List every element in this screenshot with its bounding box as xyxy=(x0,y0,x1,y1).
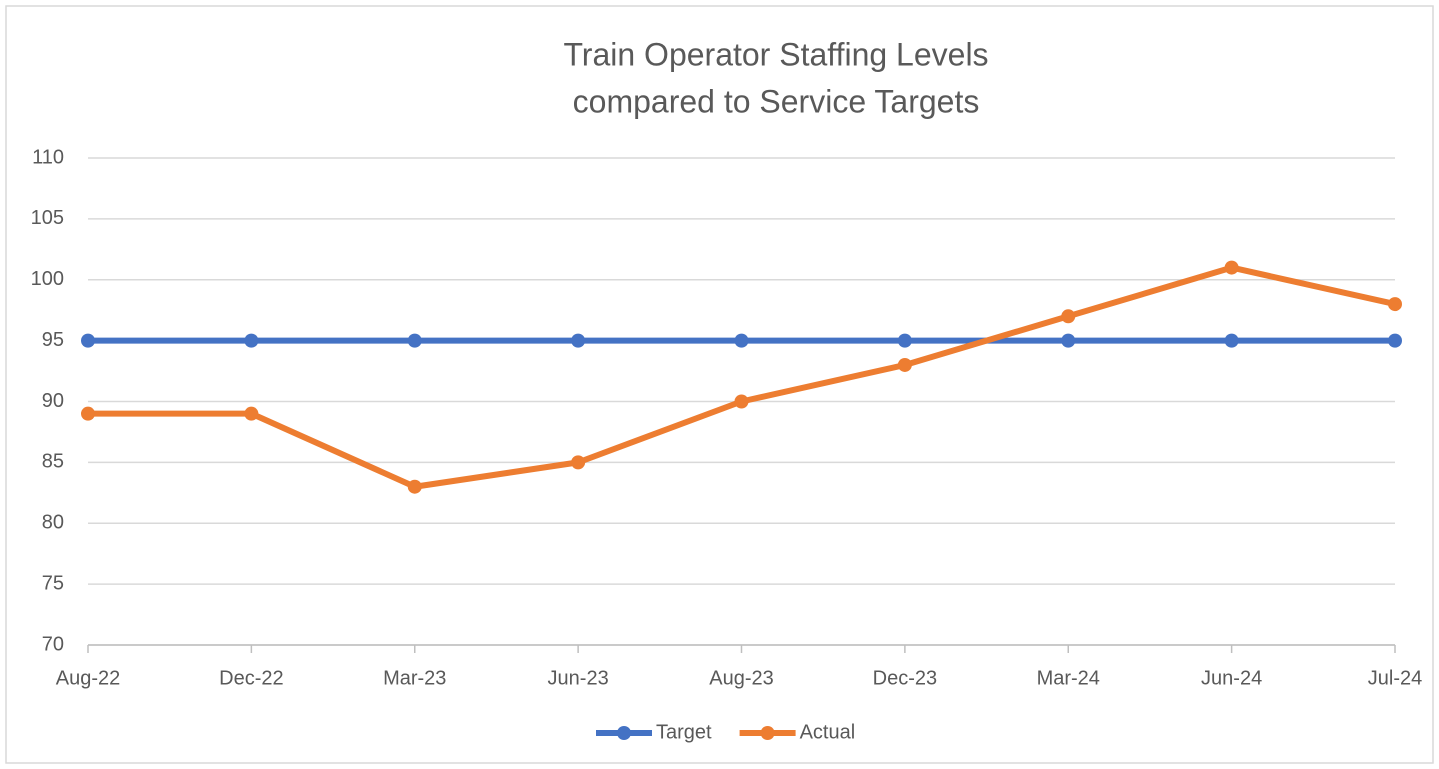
marker xyxy=(244,333,259,348)
x-tick-label: Jul-24 xyxy=(1368,667,1422,689)
x-tick-label: Mar-23 xyxy=(383,667,446,689)
y-tick-label: 95 xyxy=(42,329,64,351)
marker xyxy=(734,333,749,348)
y-tick-label: 105 xyxy=(31,207,64,229)
marker xyxy=(1224,333,1239,348)
marker xyxy=(81,406,95,421)
y-tick-label: 70 xyxy=(42,633,64,655)
marker xyxy=(571,455,586,470)
x-tick-label: Mar-24 xyxy=(1037,667,1100,689)
marker xyxy=(407,333,422,348)
marker xyxy=(897,333,912,348)
y-tick-label: 85 xyxy=(42,451,64,473)
marker xyxy=(1061,333,1076,348)
y-tick-label: 80 xyxy=(42,512,64,534)
legend-marker xyxy=(617,726,631,740)
y-tick-label: 110 xyxy=(32,146,64,168)
legend-label: Target xyxy=(656,721,712,743)
marker xyxy=(244,406,259,421)
x-tick-label: Jun-23 xyxy=(548,667,609,689)
marker xyxy=(734,394,749,409)
chart-title: Train Operator Staffing Levels xyxy=(563,36,988,72)
chart-border xyxy=(5,5,1434,764)
marker xyxy=(407,479,422,494)
legend-label: Actual xyxy=(800,721,856,743)
x-tick-label: Dec-22 xyxy=(219,667,283,689)
marker xyxy=(1061,309,1076,324)
marker xyxy=(1388,333,1402,348)
y-tick-label: 100 xyxy=(31,268,64,290)
x-tick-label: Dec-23 xyxy=(873,667,937,689)
marker xyxy=(1388,297,1402,312)
marker xyxy=(897,357,912,372)
marker xyxy=(1224,260,1239,275)
marker xyxy=(571,333,586,348)
x-tick-label: Aug-22 xyxy=(56,667,121,689)
y-tick-label: 90 xyxy=(42,390,64,412)
y-tick-label: 75 xyxy=(42,572,64,594)
x-tick-label: Aug-23 xyxy=(709,667,774,689)
marker xyxy=(81,333,95,348)
chart-title: compared to Service Targets xyxy=(573,83,980,119)
x-tick-label: Jun-24 xyxy=(1201,667,1262,689)
legend-marker xyxy=(760,726,775,740)
